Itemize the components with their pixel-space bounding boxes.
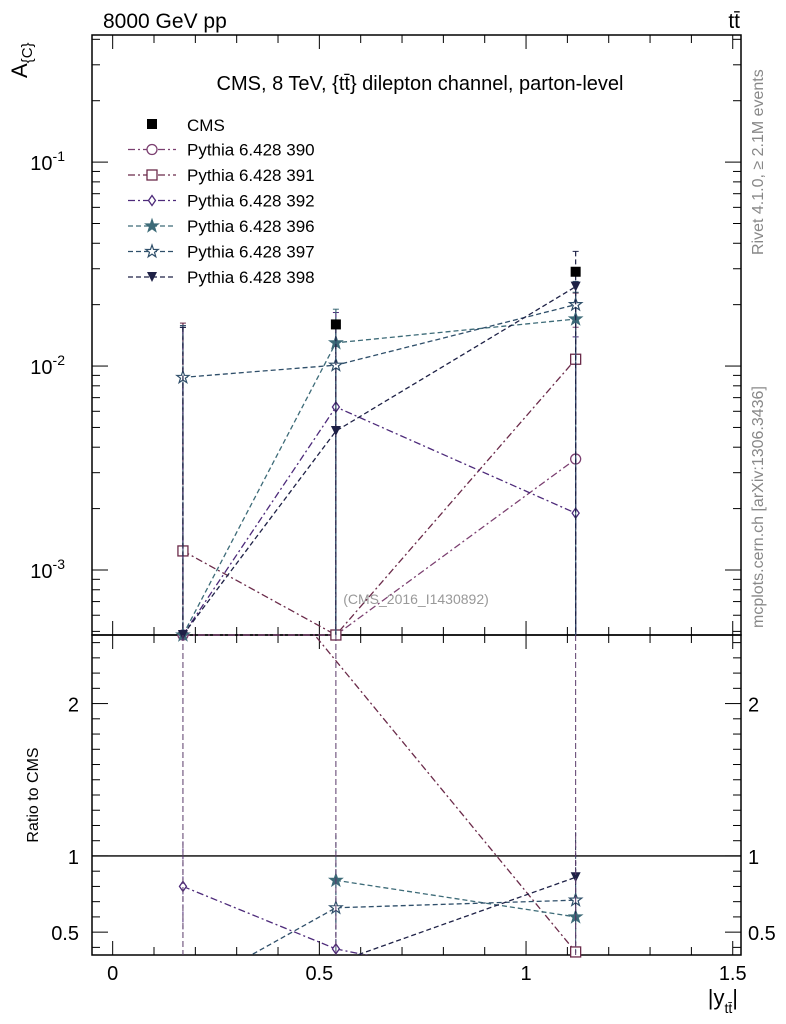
ratio-series-5 bbox=[355, 832, 581, 955]
y-tick-label: 10-1 bbox=[30, 148, 65, 175]
y-tick-label: 10-2 bbox=[30, 352, 65, 379]
ratio-series-1 bbox=[313, 635, 582, 958]
analysis-watermark: (CMS_2016_I1430892) bbox=[343, 591, 489, 607]
legend-marker bbox=[146, 169, 158, 181]
x-axis-label-end: | bbox=[732, 985, 738, 1010]
x-tick-label: 0.5 bbox=[305, 963, 333, 985]
x-tick-label: 0 bbox=[107, 963, 118, 985]
y-axis-label: A{C} bbox=[7, 42, 36, 78]
series-pythia-6428-396 bbox=[175, 291, 584, 642]
series-pythia-6428-397 bbox=[175, 280, 584, 635]
x-axis-label: |ytt̄| bbox=[708, 985, 738, 1016]
ratio-point-marker bbox=[570, 872, 581, 883]
legend-label: Pythia 6.428 396 bbox=[187, 217, 315, 236]
ratio-series-line bbox=[313, 635, 577, 953]
legend-marker bbox=[146, 143, 158, 156]
ratio-y-tick-label: 0.5 bbox=[51, 923, 79, 945]
legend-marker bbox=[147, 272, 157, 282]
y-tick-label: 10-3 bbox=[30, 556, 65, 583]
y-tick-exponent: -2 bbox=[53, 352, 66, 368]
legend-label: Pythia 6.428 391 bbox=[187, 166, 315, 185]
data-point-marker bbox=[330, 426, 341, 437]
x-axis-label-subscript: tt̄ bbox=[725, 1000, 733, 1016]
ratio-y-tick-label: 1 bbox=[68, 847, 79, 869]
x-tick-label: 1.5 bbox=[719, 963, 747, 985]
energy-label: 8000 GeV pp bbox=[103, 10, 227, 33]
legend-label-cms: CMS bbox=[187, 116, 225, 135]
series-line bbox=[182, 286, 576, 636]
cms-data-point bbox=[330, 319, 341, 330]
ratio-plot-frame bbox=[91, 634, 742, 956]
series-pythia-6428-391 bbox=[177, 292, 582, 641]
legend-marker bbox=[144, 217, 160, 233]
mcplots-reference-label: mcplots.cern.ch [arXiv:1306.3436] bbox=[750, 386, 767, 628]
ratio-y-tick-label-right: 1 bbox=[748, 847, 759, 869]
legend-marker-cms bbox=[147, 119, 157, 129]
x-tick-label: 1 bbox=[520, 963, 531, 985]
y-tick-exponent: -1 bbox=[53, 148, 66, 164]
legend-label: Pythia 6.428 390 bbox=[187, 141, 315, 160]
y-axis-label-subscript: {C} bbox=[19, 42, 36, 63]
ratio-series-line bbox=[249, 899, 576, 955]
cms-data-point bbox=[570, 266, 581, 277]
rivet-version-label: Rivet 4.1.0, ≥ 2.1M events bbox=[750, 69, 767, 255]
legend-label: Pythia 6.428 392 bbox=[187, 192, 315, 211]
series-line bbox=[182, 318, 576, 636]
data-point-marker bbox=[570, 281, 581, 292]
chart-title: CMS, 8 TeV, {tt̄} dilepton channel, part… bbox=[217, 73, 624, 95]
legend-marker bbox=[147, 194, 157, 207]
legend: CMS Pythia 6.428 390 Pythia 6.428 391 Pythi… bbox=[128, 116, 315, 287]
ratio-y-axis-label: Ratio to CMS bbox=[25, 747, 42, 842]
legend-marker bbox=[144, 243, 160, 259]
legend-label: Pythia 6.428 397 bbox=[187, 243, 315, 262]
series-pythia-6428-398 bbox=[177, 250, 581, 640]
process-label: tt̄ bbox=[728, 10, 740, 33]
legend-label: Pythia 6.428 398 bbox=[187, 268, 315, 287]
ratio-series-2 bbox=[178, 841, 369, 956]
series-line bbox=[182, 304, 576, 379]
ratio-y-tick-label-right: 0.5 bbox=[748, 923, 776, 945]
ratio-series-line bbox=[355, 876, 576, 955]
ratio-y-tick-label: 2 bbox=[68, 695, 79, 717]
y-tick-exponent: -3 bbox=[53, 556, 66, 572]
ratio-series-3 bbox=[327, 835, 584, 955]
ratio-y-tick-label-right: 2 bbox=[748, 695, 759, 717]
ratio-series-line bbox=[335, 879, 576, 918]
ratio-series-line bbox=[182, 885, 369, 955]
